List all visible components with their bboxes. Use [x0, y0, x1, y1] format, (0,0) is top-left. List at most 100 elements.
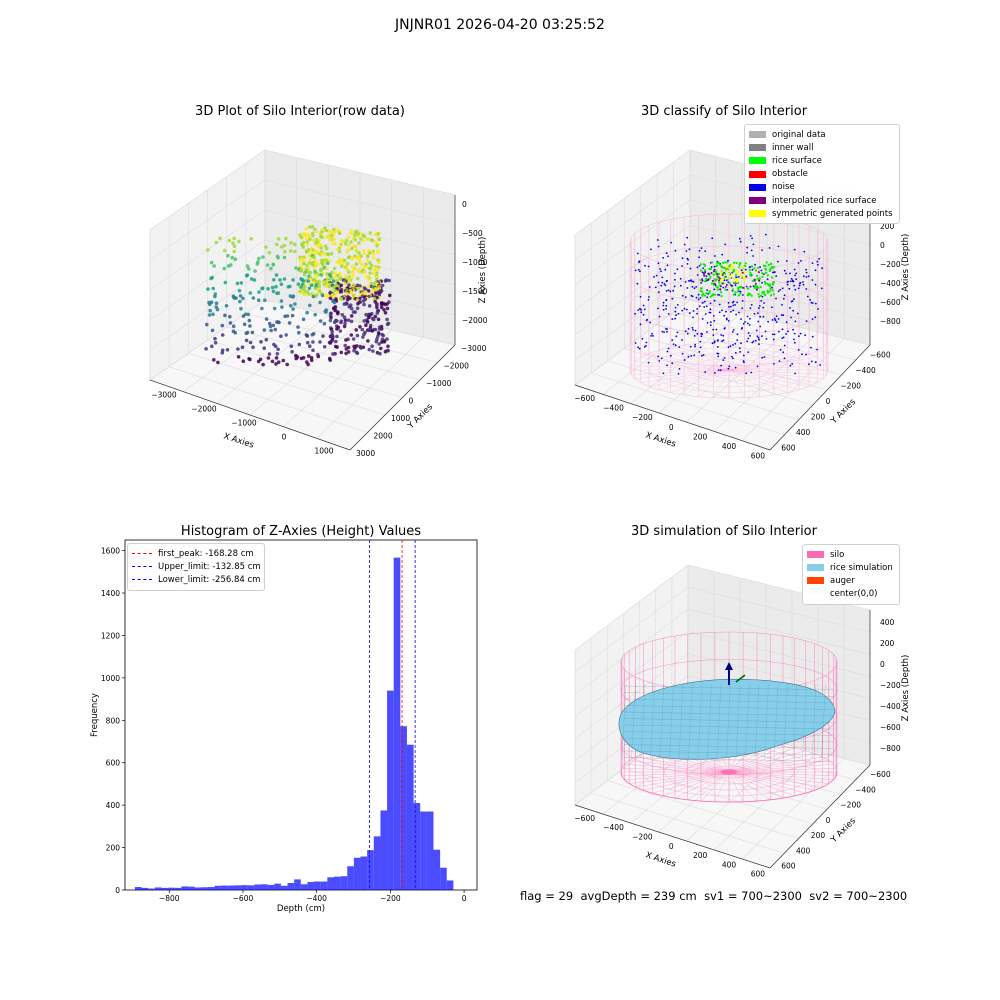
- noise-point: [732, 329, 735, 331]
- interpolated-point: [754, 282, 757, 285]
- legend-line-swatch: [132, 566, 152, 568]
- scatter-point: [319, 268, 323, 273]
- scatter-point: [284, 333, 289, 337]
- scatter-point: [372, 272, 376, 276]
- rice-surface-point: [764, 267, 767, 271]
- noise-point: [698, 249, 701, 252]
- noise-point: [666, 364, 668, 367]
- noise-point: [692, 316, 694, 319]
- z-tick-label: 0: [880, 660, 885, 669]
- silo-wire-spoke: [634, 361, 730, 371]
- silo-wire-spoke: [728, 342, 745, 371]
- z-axis-label: Z Axies (Depth): [901, 234, 911, 301]
- rice-surface-point: [769, 267, 772, 270]
- scatter-point: [343, 321, 347, 326]
- classify-legend: original data inner wall rice surface obsta…: [744, 124, 900, 225]
- scatter-point: [357, 241, 361, 245]
- rice-surface-point: [756, 285, 759, 288]
- noise-point: [723, 357, 726, 359]
- y-tick-label: −200: [840, 381, 861, 390]
- scatter-point: [210, 344, 214, 349]
- x-axis-line: [574, 384, 771, 451]
- noise-point: [810, 360, 813, 363]
- x-tick-label: −1000: [231, 419, 257, 428]
- rice-surface-point: [710, 282, 714, 285]
- scatter-point: [269, 328, 273, 333]
- noise-point: [676, 331, 679, 334]
- noise-point: [718, 303, 721, 306]
- noise-point: [727, 367, 730, 370]
- noise-point: [717, 294, 719, 296]
- scatter-point: [328, 296, 333, 301]
- z-tick-label: 0: [880, 241, 885, 250]
- scatter-point: [353, 237, 358, 242]
- noise-point: [790, 316, 792, 319]
- scatter-point: [299, 356, 304, 361]
- rice-mesh-line: [716, 683, 722, 759]
- legend-swatch: [807, 590, 824, 598]
- noise-point: [722, 286, 725, 289]
- rice-surface-point: [705, 292, 708, 295]
- legend-label: Upper_limit: -132.85 cm: [158, 561, 261, 572]
- scatter-point: [222, 266, 227, 271]
- scatter-point: [224, 304, 229, 308]
- scatter-point: [262, 346, 267, 351]
- scatter-point: [341, 261, 346, 266]
- grid-line: [149, 149, 266, 231]
- y-axis-label: Frequency: [90, 693, 100, 737]
- noise-point: [732, 357, 734, 360]
- rice-mesh-line: [623, 757, 835, 762]
- scatter-point: [361, 238, 366, 243]
- rice-mesh-line: [623, 718, 835, 723]
- noise-point: [711, 237, 714, 240]
- scatter-point: [264, 317, 269, 321]
- scatter-point: [343, 274, 348, 278]
- scatter-point: [362, 248, 366, 253]
- rice-surface-point: [703, 269, 706, 272]
- silo-wire-spoke: [652, 771, 730, 794]
- noise-point: [670, 241, 673, 244]
- grid-line: [714, 751, 819, 851]
- silo-wire-spoke: [658, 369, 730, 390]
- scatter-point: [375, 311, 380, 315]
- noise-point: [759, 325, 762, 328]
- noise-point: [674, 317, 676, 320]
- rice-surface-point: [723, 276, 726, 279]
- legend-label: silo: [830, 549, 845, 560]
- rice-surface-point: [708, 277, 711, 280]
- histogram-bar: [181, 886, 189, 890]
- noise-point: [683, 359, 686, 361]
- noise-point: [792, 309, 795, 312]
- noise-point: [814, 283, 817, 286]
- noise-point: [805, 268, 807, 271]
- silo-wire-spoke: [728, 369, 760, 397]
- scatter-point: [241, 296, 245, 301]
- noise-point: [699, 297, 702, 299]
- noise-point: [719, 369, 722, 372]
- noise-point: [820, 287, 823, 290]
- legend-entry: rice surface: [749, 154, 895, 167]
- rice-surface-point: [773, 281, 776, 284]
- silo-wire-spoke: [728, 771, 758, 802]
- silo-wire-spoke: [643, 771, 730, 791]
- interpolated-point: [753, 278, 756, 281]
- noise-point: [778, 360, 781, 362]
- x-tick-label: −200: [632, 832, 653, 841]
- noise-point: [794, 288, 797, 291]
- histogram-bar: [287, 883, 295, 890]
- scatter-point: [226, 264, 231, 268]
- noise-point: [672, 289, 675, 292]
- noise-point: [696, 308, 699, 310]
- scatter-point: [298, 258, 303, 263]
- noise-point: [775, 275, 778, 277]
- histogram-bar: [307, 881, 315, 890]
- noise-point: [720, 334, 723, 336]
- x-tick-label: 0: [462, 894, 467, 903]
- silo-wire-spoke: [728, 365, 827, 371]
- y-tick-label: −400: [855, 785, 876, 794]
- noise-point: [704, 250, 707, 253]
- scatter-point: [349, 240, 353, 244]
- rice-surface-point: [724, 261, 727, 264]
- legend-swatch: [749, 144, 766, 152]
- scatter-point: [364, 275, 369, 279]
